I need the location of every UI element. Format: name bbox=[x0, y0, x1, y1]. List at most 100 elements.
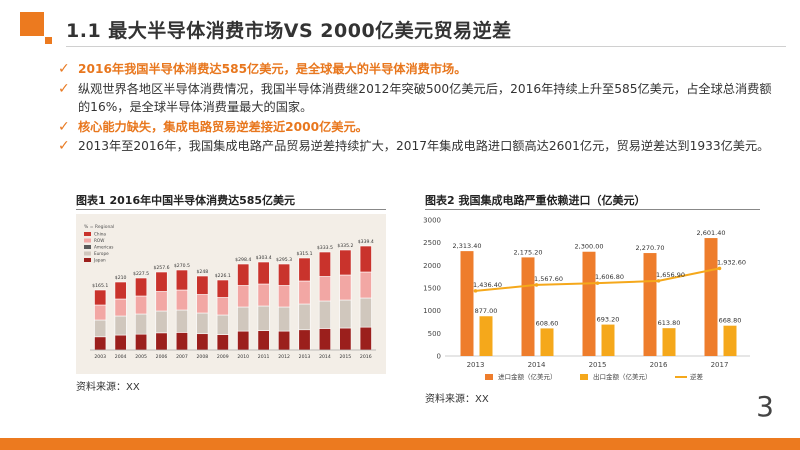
deficit-point bbox=[473, 289, 478, 293]
figure1-bar bbox=[135, 277, 148, 351]
figure1-x-tick: 2011 bbox=[258, 354, 270, 360]
figure1-bar-segment bbox=[278, 285, 291, 308]
export-data-label: 613.80 bbox=[658, 319, 681, 327]
figure1-x-tick: 2009 bbox=[217, 354, 229, 360]
figure1-bar-segment bbox=[175, 269, 188, 291]
export-data-label: 877.00 bbox=[475, 307, 498, 315]
figure1-bar-segment bbox=[155, 271, 168, 292]
deficit-point bbox=[656, 279, 661, 283]
figure1-total-label: $315.1 bbox=[296, 251, 312, 257]
figure1-x-tick: 2013 bbox=[299, 354, 311, 360]
logo bbox=[20, 12, 52, 44]
export-data-label: 668.80 bbox=[719, 317, 742, 325]
figure1-bar-segment bbox=[155, 310, 168, 334]
figure1-bar-segment bbox=[278, 263, 291, 286]
figure1-bar-segment bbox=[196, 294, 209, 314]
figure1-x-tick: 2006 bbox=[156, 354, 168, 360]
figure2-source: 资料来源：XX bbox=[425, 394, 489, 405]
figure1-total-label: $339.4 bbox=[358, 239, 374, 245]
figure1-bar-segment bbox=[359, 271, 372, 299]
deficit-data-label: 1,932.60 bbox=[717, 258, 746, 266]
check-icon: ✓ bbox=[58, 61, 70, 77]
bullet-item: ✓ 2016年我国半导体消费达585亿美元，是全球最大的半导体消费市场。 bbox=[58, 60, 778, 79]
figure1-bar-segment bbox=[175, 332, 188, 351]
figure1-bar-segment bbox=[114, 315, 127, 336]
figure1-bar bbox=[196, 275, 209, 351]
import-data-label: 2,313.40 bbox=[453, 242, 482, 250]
legend-label: Europe bbox=[94, 251, 109, 256]
import-data-label: 2,270.70 bbox=[636, 244, 665, 252]
x-tick-label: 2016 bbox=[650, 361, 668, 369]
figure1-bar-segment bbox=[318, 328, 331, 351]
figure1-bar-segment bbox=[135, 333, 148, 351]
bullet-item: ✓ 核心能力缺失，集成电路贸易逆差接近2000亿美元。 bbox=[58, 118, 778, 137]
figure1-bar-segment bbox=[339, 249, 352, 276]
figure1-bar bbox=[339, 249, 352, 351]
figure1-bar-segment bbox=[196, 333, 209, 351]
figure1-caption-rule bbox=[76, 209, 386, 210]
figure1-bar-segment bbox=[298, 303, 311, 331]
import-bar bbox=[460, 251, 474, 356]
title-divider bbox=[66, 46, 786, 47]
figure1-bar-segment bbox=[216, 279, 229, 298]
figure1-bar-segment bbox=[114, 298, 127, 317]
figure1-bar-segment bbox=[257, 283, 270, 307]
bullet-item: ✓ 纵观世界各地区半导体消费情况，我国半导体消费继2012年突破500亿美元后，… bbox=[58, 80, 778, 117]
deficit-data-label: 1,436.40 bbox=[473, 281, 502, 289]
figure1-bar bbox=[318, 251, 331, 351]
x-tick-label: 2014 bbox=[528, 361, 546, 369]
figure1-bar bbox=[278, 263, 291, 351]
export-bar bbox=[479, 316, 493, 356]
logo-square-large bbox=[20, 12, 44, 36]
figure1-background bbox=[76, 214, 386, 374]
figure1-bar-segment bbox=[298, 329, 311, 351]
figure1-bar-segment bbox=[114, 334, 127, 351]
figure1-bar-segment bbox=[135, 277, 148, 297]
figure1-total-label: $165.1 bbox=[92, 283, 108, 289]
figure1-bar-segment bbox=[257, 261, 270, 285]
check-icon: ✓ bbox=[58, 80, 70, 97]
x-tick-label: 2013 bbox=[467, 361, 485, 369]
bullet-text: 核心能力缺失，集成电路贸易逆差接近2000亿美元。 bbox=[78, 119, 368, 134]
legend-swatch bbox=[84, 251, 91, 256]
figure1-bar-segment bbox=[278, 306, 291, 332]
figure1-chart: % = Regional China ROW Americas Europe Japan $… bbox=[76, 214, 386, 374]
import-data-label: 2,601.40 bbox=[697, 229, 726, 237]
figure1-total-label: $295.3 bbox=[276, 257, 292, 263]
import-bar bbox=[643, 253, 657, 356]
figure1-bar-segment bbox=[135, 313, 148, 335]
export-bar bbox=[601, 324, 615, 356]
figure1-bar bbox=[298, 257, 311, 351]
figure1-bar-segment bbox=[175, 309, 188, 333]
import-bar bbox=[521, 257, 535, 356]
figure1-total-label: $227.5 bbox=[133, 271, 149, 277]
legend-swatch bbox=[84, 238, 91, 243]
figure1-bar-segment bbox=[196, 312, 209, 335]
figure1-x-tick: 2014 bbox=[319, 354, 331, 360]
figure1-bar-segment bbox=[359, 326, 372, 351]
figure1-x-tick: 2005 bbox=[135, 354, 147, 360]
bullet-text: 2013年至2016年，我国集成电路产品贸易逆差持续扩大，2017年集成电路进口… bbox=[78, 139, 770, 153]
bullet-text: 纵观世界各地区半导体消费情况，我国半导体消费继2012年突破500亿美元后，20… bbox=[78, 81, 772, 115]
export-bar bbox=[662, 328, 676, 356]
x-tick-label: 2017 bbox=[711, 361, 729, 369]
figure1-bar-segment bbox=[155, 332, 168, 351]
figure1-bar-segment bbox=[114, 281, 127, 300]
legend-label: China bbox=[94, 232, 106, 237]
figure1-bar-segment bbox=[196, 275, 209, 295]
figure1-bar-segment bbox=[278, 330, 291, 351]
legend-label: 进口金额（亿美元） bbox=[498, 372, 557, 381]
figure1-bar-segment bbox=[298, 280, 311, 305]
figure1-bar-segment bbox=[94, 304, 107, 321]
legend-title: % = Regional bbox=[84, 224, 114, 230]
page-number: 3 bbox=[756, 390, 774, 423]
figure1-bar-segment bbox=[257, 330, 270, 351]
export-bar bbox=[540, 328, 554, 356]
export-data-label: 608.60 bbox=[536, 319, 559, 327]
figure1-source: 资料来源：XX bbox=[76, 382, 140, 393]
figure1-bar bbox=[237, 263, 250, 351]
figure1-bar-segment bbox=[237, 285, 250, 308]
figure1-bar bbox=[155, 271, 168, 351]
